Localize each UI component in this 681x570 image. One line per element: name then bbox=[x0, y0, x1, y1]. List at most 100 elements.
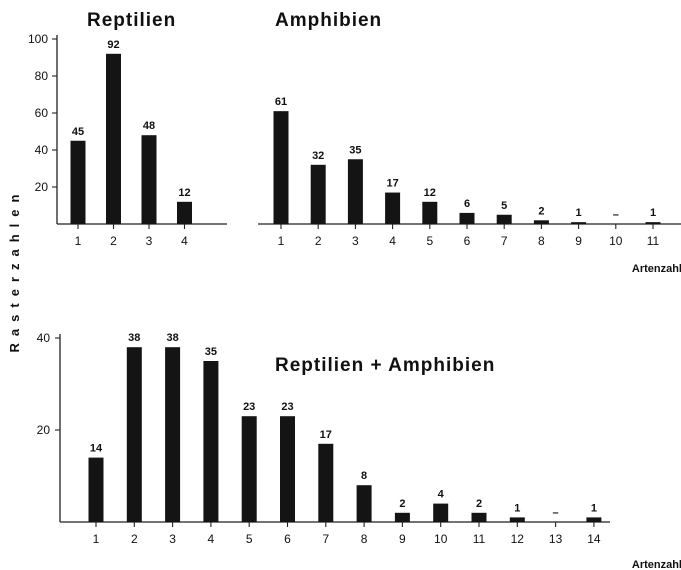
x-tick-label: 4 bbox=[181, 234, 188, 248]
bar bbox=[70, 140, 86, 224]
bar bbox=[280, 416, 295, 522]
data-label: 45 bbox=[72, 126, 84, 138]
data-label: 6 bbox=[464, 198, 470, 210]
bar bbox=[533, 220, 549, 224]
bar bbox=[126, 347, 142, 522]
x-tick-label: 3 bbox=[146, 234, 153, 248]
data-label: 38 bbox=[128, 332, 140, 344]
x-tick-label: 1 bbox=[278, 234, 285, 248]
bar bbox=[471, 512, 487, 522]
x-axis-label: Artenzahl bbox=[632, 559, 681, 570]
data-label: 35 bbox=[205, 346, 217, 358]
bar bbox=[318, 443, 334, 522]
data-label: 2 bbox=[476, 498, 482, 510]
x-tick-label: 9 bbox=[575, 234, 582, 248]
x-tick-label: 8 bbox=[361, 532, 368, 546]
bar bbox=[273, 111, 289, 224]
y-tick-label: 60 bbox=[35, 106, 49, 120]
x-tick-label: 8 bbox=[538, 234, 545, 248]
chart-title: Reptilien + Amphibien bbox=[275, 355, 495, 376]
x-tick-label: 7 bbox=[501, 234, 508, 248]
data-label: 92 bbox=[107, 39, 119, 51]
bar bbox=[385, 192, 401, 224]
data-label: 32 bbox=[312, 150, 324, 162]
data-label: 1 bbox=[514, 502, 520, 514]
bar bbox=[165, 347, 181, 522]
x-tick-label: 2 bbox=[315, 234, 322, 248]
y-tick-label: 80 bbox=[35, 69, 49, 83]
data-label: 35 bbox=[349, 144, 361, 156]
data-label: 14 bbox=[90, 443, 103, 455]
bar bbox=[433, 503, 449, 522]
data-label: 1 bbox=[650, 207, 656, 219]
x-tick-label: 7 bbox=[322, 532, 329, 546]
data-label: 4 bbox=[438, 489, 445, 501]
x-tick-label: 12 bbox=[511, 532, 525, 546]
bar bbox=[310, 164, 326, 224]
bar bbox=[586, 517, 602, 522]
x-tick-label: 10 bbox=[434, 532, 448, 546]
chart-title: Amphibien bbox=[275, 10, 382, 31]
data-label: 1 bbox=[576, 207, 582, 219]
y-tick-label: 40 bbox=[35, 143, 49, 157]
x-tick-label: 3 bbox=[352, 234, 359, 248]
x-tick-label: 9 bbox=[399, 532, 406, 546]
bar bbox=[88, 457, 104, 522]
data-label: 12 bbox=[178, 187, 190, 199]
data-label: 23 bbox=[243, 401, 255, 413]
bar bbox=[509, 517, 525, 522]
chart-kombiniert: Reptilien + Amphibien2040114238338435523… bbox=[37, 331, 681, 570]
y-tick-label: 40 bbox=[37, 331, 51, 345]
bar bbox=[496, 214, 512, 224]
chart-title: Reptilien bbox=[87, 10, 176, 31]
data-label: 2 bbox=[538, 205, 544, 217]
x-tick-label: 5 bbox=[426, 234, 433, 248]
chart-amphibien: Amphibien1612323354175126675829110–111Ar… bbox=[258, 10, 681, 275]
bar bbox=[241, 416, 257, 522]
bar bbox=[347, 159, 363, 224]
bar bbox=[356, 485, 372, 522]
x-tick-label: 6 bbox=[284, 532, 291, 546]
data-label: – bbox=[553, 507, 559, 519]
data-label: 5 bbox=[501, 200, 507, 212]
x-tick-label: 4 bbox=[389, 234, 396, 248]
y-tick-label: 20 bbox=[35, 180, 49, 194]
data-label: 17 bbox=[320, 429, 332, 441]
data-label: 12 bbox=[424, 187, 436, 199]
x-tick-label: 11 bbox=[473, 532, 486, 546]
bar bbox=[177, 201, 192, 224]
bar bbox=[459, 212, 475, 224]
charts-group: Reptilien20406080100145292348412Amphibie… bbox=[28, 10, 681, 570]
data-label: 17 bbox=[386, 178, 398, 190]
data-label: – bbox=[613, 209, 619, 221]
y-tick-label: 100 bbox=[28, 32, 48, 46]
bar bbox=[422, 201, 438, 224]
bar bbox=[141, 135, 157, 224]
x-tick-label: 4 bbox=[208, 532, 215, 546]
y-tick-label: 20 bbox=[37, 423, 51, 437]
y-axis-label: Rasterzahlen bbox=[7, 188, 22, 353]
bar bbox=[645, 222, 661, 224]
bar bbox=[571, 222, 587, 224]
data-label: 61 bbox=[275, 96, 287, 108]
data-label: 1 bbox=[591, 502, 597, 514]
bar bbox=[106, 53, 121, 224]
x-tick-label: 11 bbox=[647, 234, 660, 248]
x-tick-label: 2 bbox=[131, 532, 138, 546]
x-tick-label: 1 bbox=[93, 532, 100, 546]
data-label: 38 bbox=[166, 332, 178, 344]
data-label: 48 bbox=[143, 120, 155, 132]
x-tick-label: 3 bbox=[169, 532, 176, 546]
data-label: 8 bbox=[361, 470, 367, 482]
bar bbox=[203, 361, 219, 522]
x-tick-label: 2 bbox=[110, 234, 117, 248]
data-label: 2 bbox=[399, 498, 405, 510]
chart-reptilien: Reptilien 20 40 60 80 100 1 45 2 92 3 48 4 12 bbox=[28, 10, 227, 248]
bar bbox=[394, 512, 410, 522]
x-tick-label: 13 bbox=[549, 532, 563, 546]
x-tick-label: 1 bbox=[75, 234, 82, 248]
x-tick-label: 14 bbox=[587, 532, 601, 546]
x-axis-label: Artenzahl bbox=[632, 263, 681, 275]
data-label: 23 bbox=[281, 401, 293, 413]
